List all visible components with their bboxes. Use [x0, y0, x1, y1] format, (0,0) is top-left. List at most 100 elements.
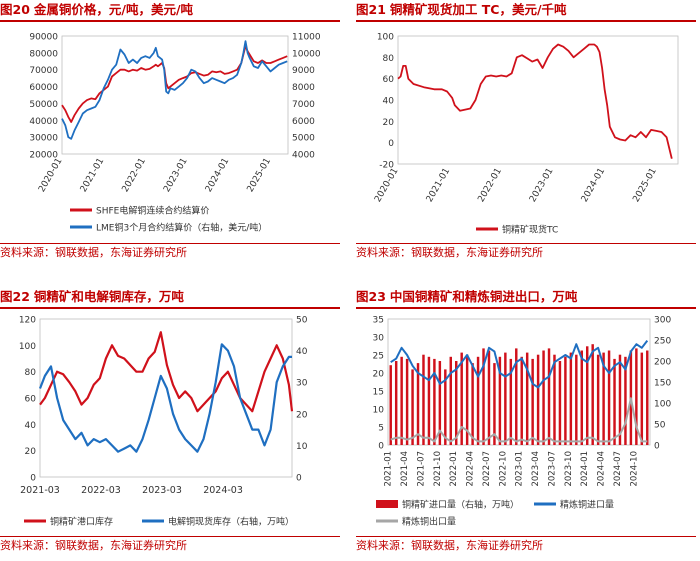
x-tick-label: 2024-10 — [629, 451, 639, 487]
legend-label: 精炼铜进口量 — [560, 499, 614, 511]
x-tick-label: 2022-01 — [121, 157, 148, 195]
bar-concentrate-import — [476, 356, 480, 445]
x-tick-label: 2023-01 — [162, 157, 189, 195]
y2-tick-label: 0 — [654, 442, 660, 452]
y-tick-label: 20 — [383, 118, 395, 128]
figure-number: 图20 — [0, 2, 30, 17]
y-tick-label: 15 — [373, 388, 384, 398]
chart-fig20: 90000 80000 70000 60000 50000 40000 30000 20000… — [29, 33, 321, 234]
figure-title: 金属铜价格，元/吨，美元/吨 — [33, 2, 194, 17]
legend-label: LME铜3个月合约结算价（右轴，美元/吨） — [96, 222, 267, 234]
y2-tick-label: 0 — [296, 474, 302, 484]
bar-concentrate-import — [389, 365, 392, 445]
x-tick-label: 2023-03 — [142, 485, 182, 496]
y-tick-label: 90000 — [29, 33, 58, 43]
x-tick-label: 2021-01 — [79, 157, 106, 195]
y2-tick-label: 5000 — [292, 134, 315, 144]
legend-label: 铜精矿港口库存 — [50, 516, 113, 528]
source-note: 资料来源：钢联数据，东海证券研究所 — [0, 243, 340, 261]
bar-concentrate-import — [509, 358, 513, 445]
y2-tick-label: 9000 — [292, 66, 315, 76]
y-tick-label: 30 — [373, 334, 385, 344]
bar-concentrate-import — [520, 356, 523, 445]
bar-concentrate-import — [531, 358, 534, 445]
bar-concentrate-import — [460, 352, 463, 445]
y-tick-label: 50000 — [29, 100, 58, 110]
x-tick-label: 2021-04 — [400, 451, 410, 487]
y-tick-label: 100 — [19, 342, 36, 352]
bar-concentrate-import — [504, 352, 507, 445]
plot-frame — [61, 35, 289, 155]
y-tick-label: 35 — [373, 316, 384, 326]
y2-tick-label: 20 — [296, 410, 308, 420]
y2-tick-label: 10 — [296, 442, 308, 452]
bar-concentrate-import — [487, 350, 491, 445]
y-tick-label: 80 — [25, 368, 37, 378]
bar-concentrate-import — [465, 354, 469, 445]
bar-concentrate-import — [586, 346, 589, 445]
x-tick-label: 2024-04 — [597, 451, 607, 487]
y2-tick-label: 8000 — [292, 83, 315, 93]
y-tick-label: 80 — [383, 54, 395, 64]
legend-label: 铜精矿现货TC — [502, 224, 558, 236]
plot-frame — [397, 35, 679, 165]
bar-concentrate-import — [569, 352, 573, 445]
y2-tick-label: 11000 — [292, 33, 321, 43]
x-tick-label: 2021-01 — [425, 167, 452, 205]
y-tick-label: 60 — [25, 395, 37, 405]
y2-tick-label: 200 — [654, 358, 671, 368]
series-line-tc — [397, 43, 673, 159]
x-tick-label: 2022-04 — [466, 451, 476, 487]
x-tick-label: 2024-01 — [204, 157, 231, 195]
x-tick-label: 2022-01 — [476, 167, 503, 205]
bar-concentrate-import — [411, 369, 414, 445]
bar-concentrate-import — [547, 348, 551, 445]
y-tick-label: 10 — [373, 406, 385, 416]
x-tick-label: 2023-04 — [531, 451, 541, 487]
series-line-concentrate-stock — [39, 331, 294, 413]
bar-concentrate-import — [482, 348, 485, 445]
legend-label: 铜精矿进口量（右轴，万吨） — [402, 499, 519, 511]
y-tick-label: 0 — [378, 442, 384, 452]
x-tick-label: 2023-07 — [547, 451, 557, 487]
bar-concentrate-import — [536, 354, 540, 445]
legend-label: 电解铜现货库存（右轴，万吨） — [168, 516, 294, 528]
y-tick-label: 0 — [388, 139, 394, 149]
bar-concentrate-import — [525, 352, 529, 445]
bar-concentrate-import — [444, 369, 447, 445]
x-tick-label: 2020-01 — [37, 157, 64, 195]
x-tick-label: 2025-01 — [246, 157, 273, 195]
y2-tick-label: 10000 — [292, 49, 321, 59]
x-tick-label: 2021-01 — [384, 451, 394, 487]
bar-concentrate-import — [455, 361, 458, 445]
x-tick-label: 2022-01 — [449, 451, 459, 487]
y-tick-label: 20 — [373, 370, 385, 380]
figure-title: 铜精矿和电解铜库存，万吨 — [33, 289, 184, 304]
bar-concentrate-import — [646, 350, 649, 445]
figure-title: 铜精矿现货加工 TC，美元/千吨 — [389, 2, 567, 17]
x-tick-label: 2024-01 — [580, 167, 607, 205]
y2-tick-label: 30 — [296, 379, 308, 389]
x-tick-label: 2021-03 — [20, 485, 60, 496]
source-note: 资料来源：钢联数据，东海证券研究所 — [0, 536, 340, 554]
bar-concentrate-import — [618, 354, 622, 445]
y2-tick-label: 100 — [654, 400, 671, 410]
x-tick-label: 2020-01 — [373, 167, 400, 205]
source-note: 资料来源：钢联数据，东海证券研究所 — [356, 243, 696, 261]
bar-concentrate-import — [607, 350, 611, 445]
x-tick-label: 2024-07 — [613, 451, 623, 487]
y2-tick-label: 4000 — [292, 151, 315, 161]
plot-frame — [387, 318, 651, 446]
series-line-refined-export — [390, 397, 648, 443]
series-line-lme — [61, 40, 288, 140]
x-tick-label: 2024-03 — [203, 485, 243, 496]
y-tick-label: 20000 — [29, 151, 58, 161]
x-tick-label: 2021-07 — [416, 451, 426, 487]
y-tick-label: 5 — [378, 424, 384, 434]
x-tick-label: 2025-01 — [631, 167, 658, 205]
bar-concentrate-import — [449, 356, 452, 445]
y2-tick-label: 50 — [296, 316, 308, 326]
